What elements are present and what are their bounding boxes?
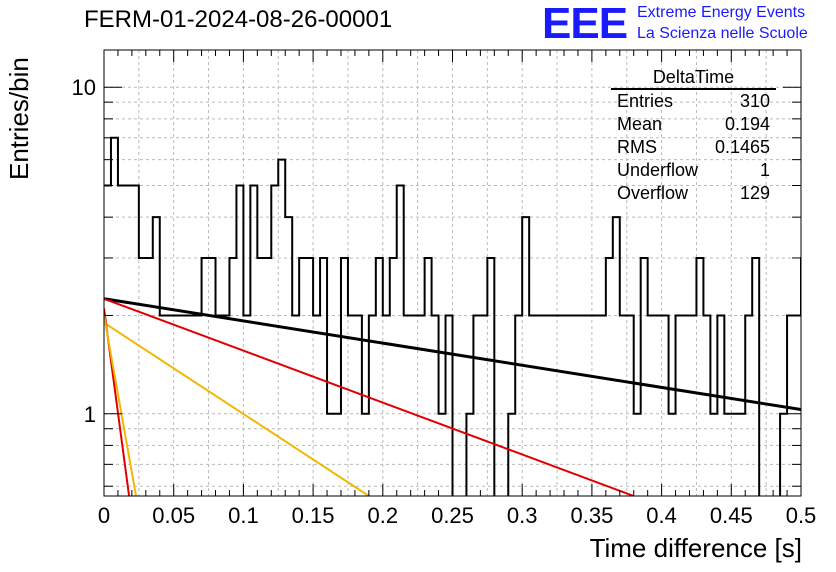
stats-label: Entries <box>617 91 674 111</box>
histogram-series <box>104 136 801 496</box>
y-tick-label: 10 <box>72 75 96 100</box>
x-axis-label: Time difference [s] <box>589 533 802 563</box>
y-tick-label: 1 <box>84 402 96 427</box>
x-tick-label: 0.3 <box>507 503 538 528</box>
stats-row-rms: RMS 0.1465 <box>611 136 776 159</box>
logo-text-line1: Extreme Energy Events <box>637 4 806 21</box>
fit-line-yellow <box>104 321 370 496</box>
x-tick-label: 0.15 <box>292 503 335 528</box>
stats-label: Mean <box>617 114 663 134</box>
stats-row-overflow: Overflow 129 <box>611 182 776 205</box>
stats-value: 1 <box>759 160 770 180</box>
stats-value: 0.1465 <box>714 137 770 157</box>
eee-logo: EEE <box>542 0 628 48</box>
stats-label: Underflow <box>617 160 699 180</box>
logo-text-line2: La Scienza nelle Scuole <box>637 25 808 42</box>
x-tick-label: 0 <box>98 503 110 528</box>
stats-box-title: DeltaTime <box>611 66 776 90</box>
x-tick-label: 0.05 <box>152 503 195 528</box>
stats-row-entries: Entries 310 <box>611 90 776 113</box>
y-axis-label: Entries/bin <box>4 57 34 180</box>
x-tick-label: 0.25 <box>431 503 474 528</box>
stats-row-underflow: Underflow 1 <box>611 159 776 182</box>
fit-line-black <box>104 297 801 412</box>
x-tick-label: 0.45 <box>710 503 753 528</box>
stats-value: 0.194 <box>724 114 770 134</box>
x-tick-label: 0.5 <box>786 503 817 528</box>
stats-value: 129 <box>739 183 770 203</box>
stats-value: 310 <box>739 91 770 111</box>
stats-box: DeltaTime Entries 310 Mean 0.194 RMS 0.1465… <box>611 66 776 205</box>
fit-line-yellow <box>104 315 138 496</box>
x-tick-label: 0.4 <box>646 503 677 528</box>
chart-title: FERM-01-2024-08-26-00001 <box>84 6 393 33</box>
x-tick-label: 0.35 <box>570 503 613 528</box>
stats-label: RMS <box>617 137 657 157</box>
fit-line-red <box>104 297 635 496</box>
stats-row-mean: Mean 0.194 <box>611 113 776 136</box>
x-tick-label: 0.1 <box>228 503 259 528</box>
x-tick-label: 0.2 <box>368 503 399 528</box>
stats-label: Overflow <box>617 183 689 203</box>
